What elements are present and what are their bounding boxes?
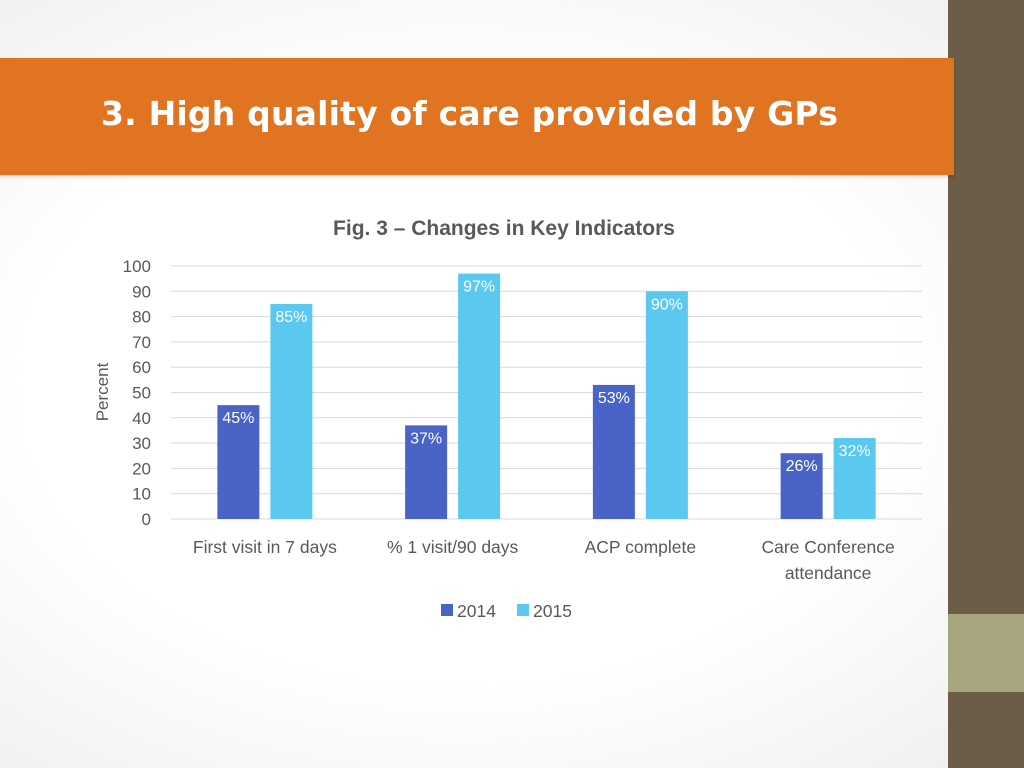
- data-label: 37%: [410, 430, 442, 447]
- data-label: 45%: [222, 410, 254, 427]
- y-tick-label: 70: [132, 333, 151, 352]
- title-banner: [0, 58, 954, 175]
- bar-2015: [458, 273, 501, 519]
- data-label: 32%: [839, 443, 871, 460]
- data-label: 85%: [275, 309, 307, 326]
- chart-bars: [217, 273, 876, 519]
- bar-2015: [270, 303, 313, 519]
- slide-title: 3. High quality of care provided by GPs: [101, 94, 839, 133]
- sidebar-block-accent: [948, 614, 1024, 692]
- data-label: 53%: [598, 390, 630, 407]
- bar-2014: [780, 453, 823, 519]
- bar-2014: [405, 425, 448, 519]
- y-axis-title: Percent: [93, 362, 112, 421]
- chart-legend: 2014 2015: [441, 601, 572, 621]
- sidebar-block-top: [948, 0, 1024, 614]
- x-category-label: First visit in 7 days: [193, 537, 337, 557]
- sidebar-block-bottom: [948, 692, 1024, 768]
- y-axis-ticks: 0 10 20 30 40 50 60 70 80 90 100: [123, 257, 151, 529]
- y-tick-label: 80: [132, 308, 151, 327]
- y-tick-label: 50: [132, 384, 151, 403]
- data-label: 97%: [463, 279, 495, 296]
- y-tick-label: 20: [132, 459, 151, 478]
- y-tick-label: 90: [132, 282, 151, 301]
- x-category-label: ACP complete: [585, 537, 697, 557]
- data-label: 26%: [786, 458, 818, 475]
- legend-label: 2014: [457, 601, 496, 621]
- legend-swatch: [441, 604, 453, 616]
- y-tick-label: 30: [132, 434, 151, 453]
- y-tick-label: 60: [132, 358, 151, 377]
- bar-2014: [217, 405, 260, 519]
- data-label: 90%: [651, 296, 683, 313]
- bar-2014: [592, 384, 635, 519]
- data-labels: 45% 85% 37% 97% 53% 90% 26% 32%: [222, 279, 870, 476]
- x-category-label: attendance: [785, 563, 872, 583]
- legend-swatch: [517, 604, 529, 616]
- sidebar-decoration: [948, 0, 1024, 768]
- x-category-label: % 1 visit/90 days: [387, 537, 519, 557]
- y-tick-label: 40: [132, 409, 151, 428]
- legend-label: 2015: [533, 601, 572, 621]
- y-tick-label: 10: [132, 485, 151, 504]
- chart-title: Fig. 3 – Changes in Key Indicators: [333, 217, 675, 240]
- y-tick-label: 100: [123, 257, 151, 276]
- x-category-label: Care Conference: [761, 537, 894, 557]
- y-tick-label: 0: [142, 510, 151, 529]
- bar-2015: [833, 438, 876, 519]
- x-axis-categories: First visit in 7 days % 1 visit/90 days AC…: [193, 537, 895, 583]
- bar-2015: [645, 291, 688, 519]
